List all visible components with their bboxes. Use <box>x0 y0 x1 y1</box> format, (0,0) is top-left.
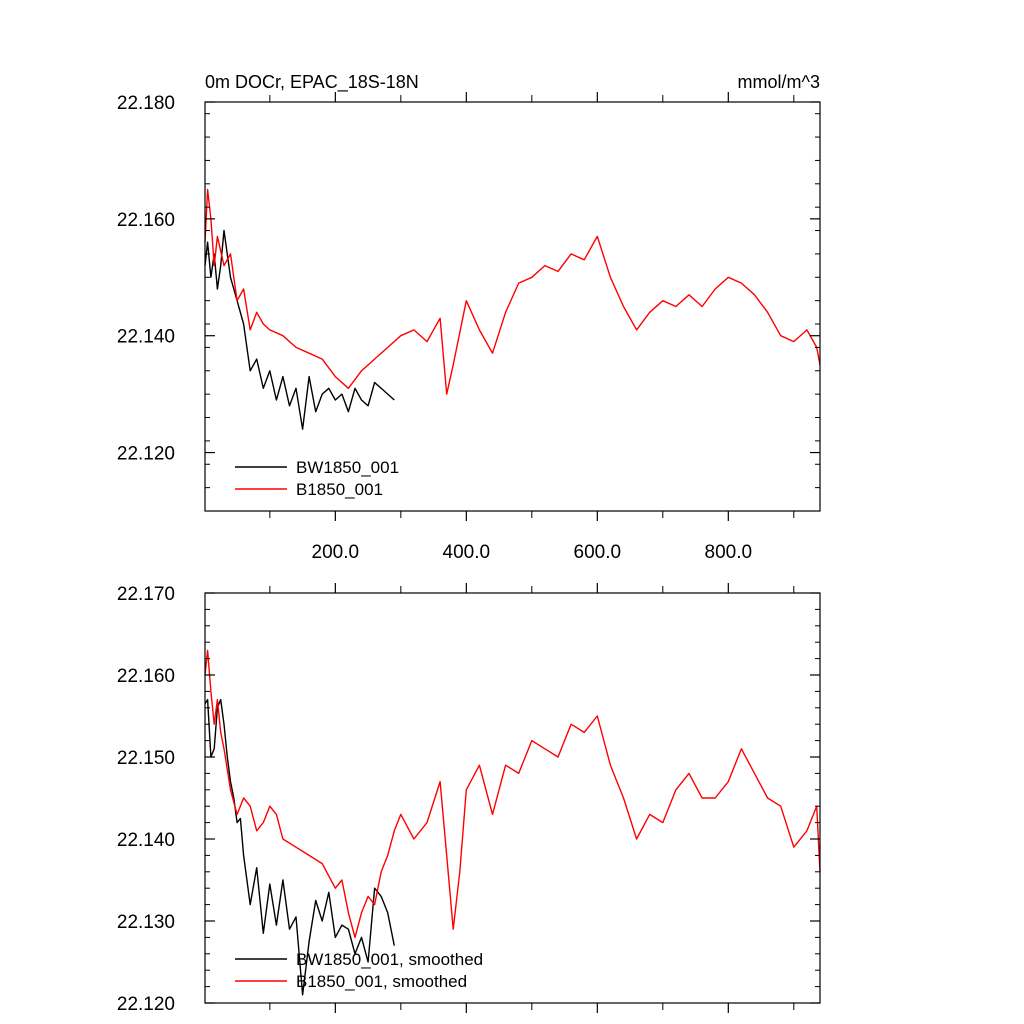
top-panel-series <box>204 188 821 430</box>
x-tick-label: 800.0 <box>705 542 753 563</box>
y-tick-label: 22.120 <box>117 444 175 465</box>
bottom-panel-frame <box>204 592 821 1004</box>
series-line-bw1850 <box>204 229 395 430</box>
x-tick-label: 600.0 <box>574 542 622 563</box>
y-tick-label: 22.180 <box>117 93 175 114</box>
top-panel-frame <box>204 101 821 512</box>
series-line-b1850 <box>204 188 821 395</box>
top-panel-legend: BW1850_001 B1850_001 <box>235 458 399 499</box>
y-tick-label: 22.170 <box>117 584 175 605</box>
y-tick-label: 22.120 <box>117 994 175 1015</box>
legend-label-bw1850: BW1850_001 <box>296 458 399 477</box>
bottom-panel-legend: BW1850_001, smoothed B1850_001, smoothed <box>235 950 483 991</box>
x-tick-label: 200.0 <box>312 542 360 563</box>
legend-label-b1850: B1850_001 <box>296 480 383 499</box>
series-line-b1850-smoothed <box>204 649 821 939</box>
legend-label-bw1850-smoothed: BW1850_001, smoothed <box>296 950 483 969</box>
bottom-panel: 22.120 22.130 22.140 22.150 22.160 22.170 BW1… <box>117 583 821 1015</box>
x-tick-label: 400.0 <box>443 542 491 563</box>
y-tick-label: 22.160 <box>117 210 175 231</box>
legend-label-b1850-smoothed: B1850_001, smoothed <box>296 972 467 991</box>
y-tick-label: 22.140 <box>117 327 175 348</box>
top-panel-units: mmol/m^3 <box>738 72 820 92</box>
y-tick-label: 22.140 <box>117 830 175 851</box>
top-panel-ticks: 22.120 22.140 22.160 22.180 200.0 400.0 600.0 8… <box>117 92 820 563</box>
y-tick-label: 22.130 <box>117 912 175 933</box>
top-panel-title: 0m DOCr, EPAC_18S-18N <box>205 72 419 93</box>
series-line-bw1850-smoothed <box>204 698 395 996</box>
y-tick-label: 22.150 <box>117 748 175 769</box>
y-tick-label: 22.160 <box>117 666 175 687</box>
top-panel: 0m DOCr, EPAC_18S-18N mmol/m^3 22.12022.… <box>117 72 821 563</box>
bottom-panel-series <box>204 649 821 996</box>
